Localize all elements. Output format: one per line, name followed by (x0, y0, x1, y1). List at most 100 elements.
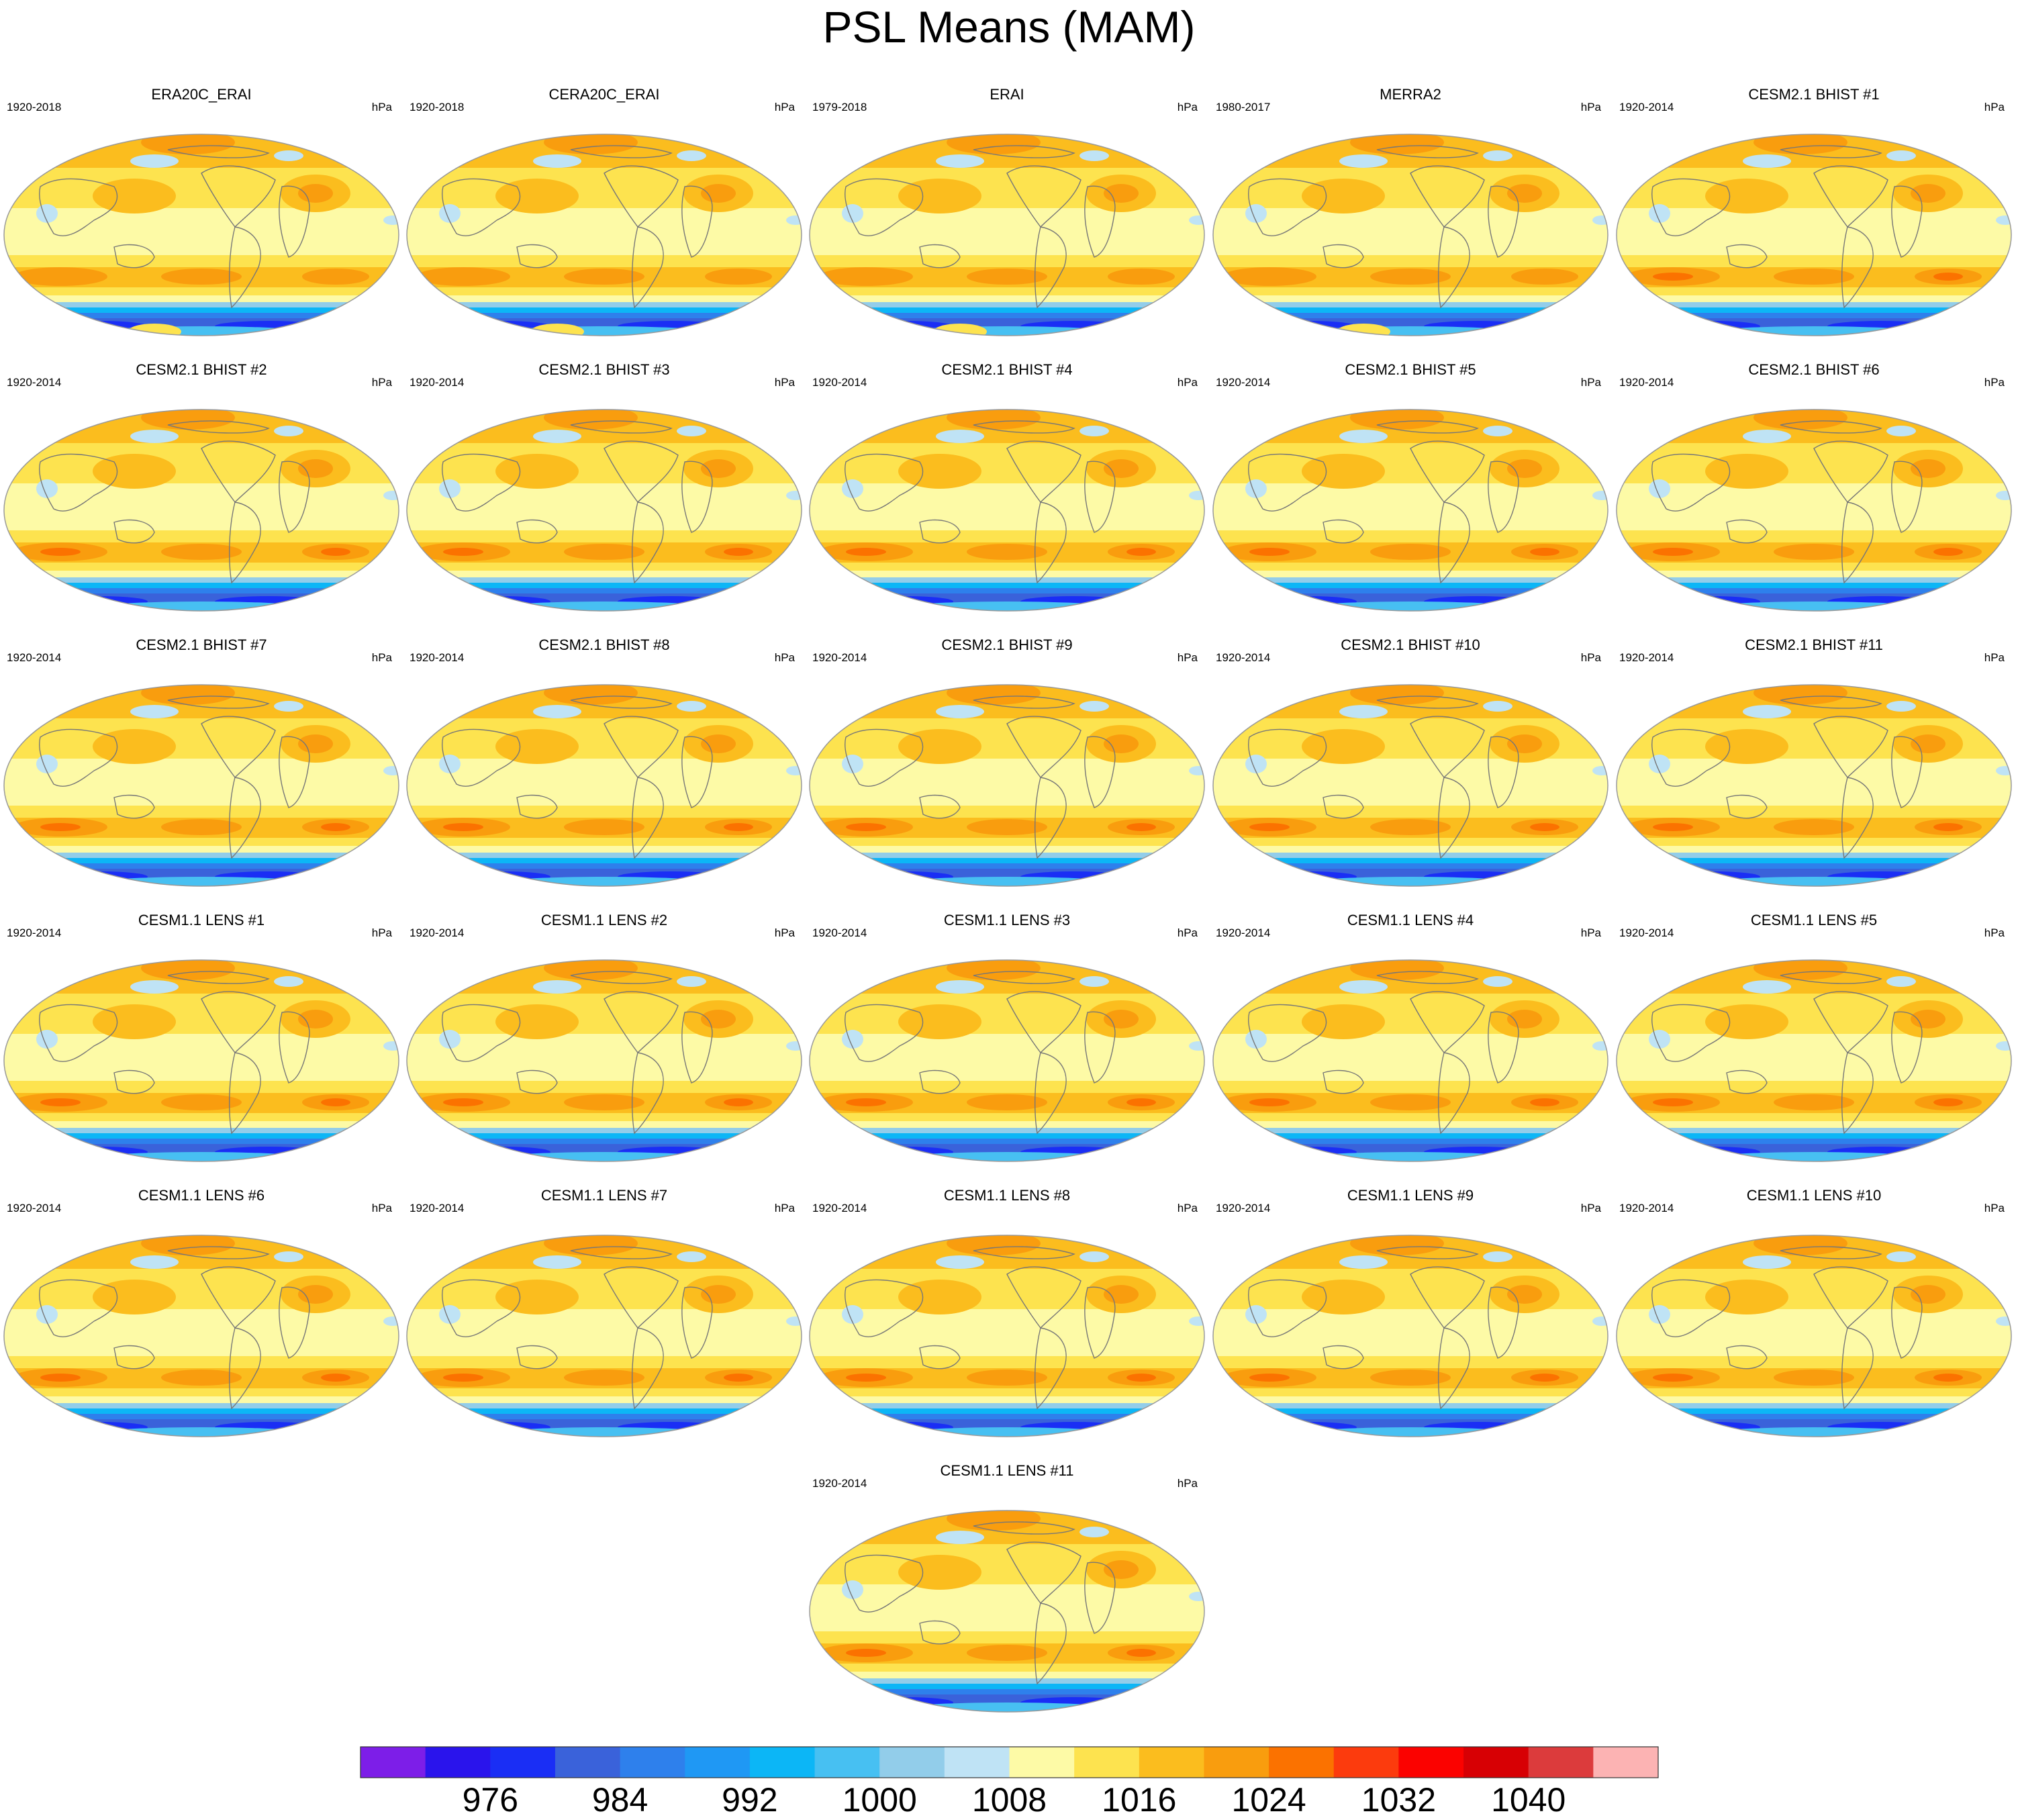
coastline-1 (39, 1279, 118, 1337)
southern-ocean-band-2 (1617, 858, 2011, 863)
antarctic-plateau-high (933, 324, 987, 336)
psl-map (1616, 409, 2012, 612)
east-indian-ocean-low (1189, 1592, 1204, 1601)
coastline-4 (1841, 501, 1874, 584)
icelandic-low (1079, 426, 1109, 436)
coastline-3 (1006, 1541, 1082, 1605)
coastline-4 (1438, 226, 1470, 309)
south-pacific-high (1370, 819, 1451, 835)
icelandic-low (1483, 150, 1512, 161)
south-pacific-high (1774, 1370, 1854, 1386)
south-indian-high-core (1653, 1098, 1693, 1106)
southern-ocean-band-2 (407, 1133, 802, 1139)
panel-unit: hPa (1177, 1202, 1198, 1214)
south-indian-high (13, 267, 107, 286)
icelandic-low (1483, 1251, 1512, 1262)
coastline-2 (919, 1069, 961, 1094)
coastline-2 (919, 1345, 961, 1370)
south-pacific-high (967, 269, 1047, 285)
map-border (809, 1510, 1205, 1713)
southern-ocean-band-3 (810, 588, 1204, 593)
tropical-band (4, 208, 399, 255)
arctic-high-core (141, 410, 235, 430)
psl-map (1616, 959, 2012, 1162)
south-transition-band (810, 1121, 1204, 1128)
north-pacific-high (1705, 729, 1788, 764)
coastline-2 (516, 1345, 558, 1370)
arctic-high-core (1753, 1235, 1847, 1255)
coastline-5 (1084, 461, 1116, 533)
coastline-1 (845, 1004, 924, 1062)
coastline-4 (632, 226, 664, 309)
coastline-2 (1323, 794, 1364, 819)
north-pacific-high (1705, 1004, 1788, 1039)
coastline-4 (1841, 777, 1874, 859)
south-atlantic-high-core (1933, 1374, 1963, 1382)
coastline-6 (1780, 696, 1882, 709)
icelandic-low (677, 976, 706, 987)
southern-ocean-band-1 (407, 853, 802, 858)
icelandic-low (1483, 976, 1512, 987)
southern-ocean-band-2 (1213, 858, 1608, 863)
coastline-6 (1376, 1246, 1479, 1259)
north-atlantic-high-core (1104, 184, 1139, 203)
southern-ocean-band-1 (1213, 302, 1608, 307)
coastline-5 (1891, 185, 1923, 258)
north-atlantic-high-core (1911, 184, 1945, 203)
panel-title: CESM2.1 BHIST #11 (1745, 636, 1883, 653)
panel-title: CESM1.1 LENS #5 (1750, 912, 1878, 928)
map-panel: ERAI 1979-2018 hPa (806, 86, 1208, 344)
coastline-1 (442, 1279, 521, 1337)
coastline-1 (1651, 1004, 1731, 1062)
icelandic-low (274, 976, 303, 987)
south-pacific-high (564, 1094, 644, 1110)
southern-ocean-band-3 (1617, 1414, 2011, 1419)
map-border (406, 134, 802, 336)
south-indian-high-core (1249, 1374, 1290, 1382)
east-indian-ocean-low (1189, 1316, 1204, 1326)
southern-ocean-band-1 (1617, 1403, 2011, 1408)
coastline-1 (39, 1004, 118, 1062)
coastline-5 (1084, 736, 1116, 808)
southern-ocean-band-3 (810, 1139, 1204, 1144)
tropical-band (1617, 208, 2011, 255)
aleutian-low (533, 980, 581, 994)
south-asia-low (1245, 755, 1267, 773)
panel-years: 1920-2014 (1619, 1202, 1674, 1214)
colorbar-bin (1593, 1747, 1659, 1778)
southern-ocean-band-3 (4, 588, 399, 593)
south-transition-band (810, 1672, 1204, 1678)
coastline-3 (201, 991, 276, 1054)
coastline-6 (570, 696, 673, 709)
map-border (1212, 959, 1608, 1162)
coastline-3 (201, 716, 276, 779)
coastline-1 (1651, 178, 1731, 236)
north-atlantic-high-core (1104, 1010, 1139, 1028)
aleutian-low (1743, 154, 1791, 168)
coastline-1 (39, 178, 118, 236)
north-atlantic-high-core (298, 734, 333, 753)
coastline-6 (167, 696, 270, 709)
map-border (1212, 134, 1608, 336)
panel-years: 1920-2014 (812, 1477, 867, 1490)
coastline-6 (167, 1246, 270, 1259)
south-atlantic-high-core (724, 548, 753, 556)
panel-unit: hPa (371, 101, 392, 113)
map-border (1616, 409, 2012, 612)
north-pacific-high (898, 454, 981, 489)
panel-title: ERAI (990, 86, 1024, 103)
arctic-high-core (544, 134, 638, 154)
tropical-band (1213, 208, 1608, 255)
panel-unit: hPa (1580, 101, 1601, 113)
south-indian-high-core (846, 548, 886, 556)
coastline-6 (570, 145, 673, 158)
north-pacific-high (1302, 179, 1385, 213)
panel-unit: hPa (1580, 376, 1601, 389)
southern-ocean-band-2 (1617, 307, 2011, 313)
coastline-4 (229, 1052, 261, 1135)
southern-ocean-band-2 (1617, 1408, 2011, 1414)
coastline-2 (113, 1345, 155, 1370)
east-indian-ocean-low (1189, 491, 1204, 500)
colorbar-bin (1009, 1747, 1075, 1778)
east-indian-ocean-low (786, 215, 802, 225)
